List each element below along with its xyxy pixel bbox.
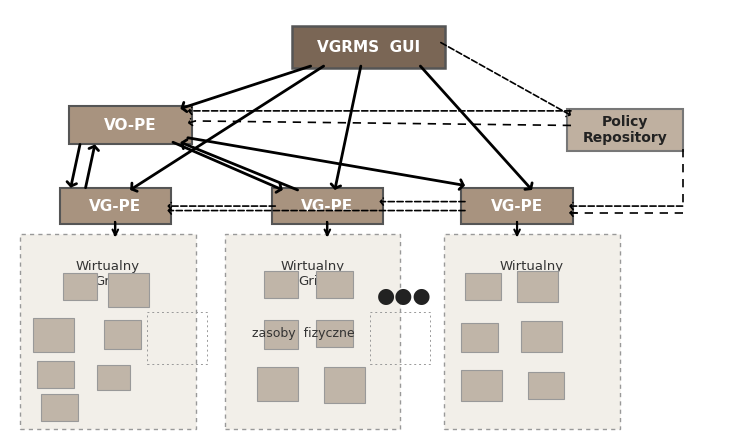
FancyBboxPatch shape bbox=[461, 188, 573, 224]
Bar bbox=[521, 321, 562, 352]
Text: Wirtualny
Grid: Wirtualny Grid bbox=[500, 260, 564, 288]
Bar bbox=[33, 318, 74, 352]
FancyBboxPatch shape bbox=[292, 26, 444, 69]
Bar bbox=[528, 372, 564, 399]
Text: Policy
Repository: Policy Repository bbox=[583, 115, 667, 145]
Text: ●●●: ●●● bbox=[376, 286, 432, 306]
Bar bbox=[517, 271, 558, 302]
Bar bbox=[461, 323, 498, 352]
Bar bbox=[461, 370, 502, 401]
Text: VG-PE: VG-PE bbox=[301, 198, 353, 214]
FancyBboxPatch shape bbox=[567, 109, 682, 151]
FancyBboxPatch shape bbox=[225, 234, 400, 429]
Text: zasoby  fizyczne: zasoby fizyczne bbox=[252, 327, 355, 340]
FancyBboxPatch shape bbox=[272, 188, 383, 224]
Bar bbox=[264, 271, 298, 298]
Bar bbox=[63, 273, 97, 300]
Bar bbox=[257, 367, 298, 401]
Text: VG-PE: VG-PE bbox=[491, 198, 543, 214]
Text: Wirtualny
Grid: Wirtualny Grid bbox=[76, 260, 140, 288]
Text: VG-PE: VG-PE bbox=[89, 198, 141, 214]
FancyBboxPatch shape bbox=[60, 188, 171, 224]
Bar bbox=[465, 273, 501, 300]
Bar bbox=[324, 367, 365, 403]
Text: VGRMS  GUI: VGRMS GUI bbox=[317, 39, 420, 55]
Bar bbox=[108, 273, 149, 307]
Bar bbox=[41, 394, 78, 421]
Bar bbox=[37, 361, 74, 388]
FancyBboxPatch shape bbox=[68, 107, 192, 145]
Bar bbox=[104, 320, 141, 349]
FancyBboxPatch shape bbox=[20, 234, 196, 429]
FancyBboxPatch shape bbox=[444, 234, 620, 429]
Bar bbox=[97, 365, 130, 390]
Bar bbox=[264, 320, 298, 349]
Bar bbox=[316, 271, 353, 298]
Text: Wirtualny
Grid: Wirtualny Grid bbox=[280, 260, 344, 288]
Text: VO-PE: VO-PE bbox=[104, 118, 156, 133]
Bar bbox=[316, 320, 353, 347]
